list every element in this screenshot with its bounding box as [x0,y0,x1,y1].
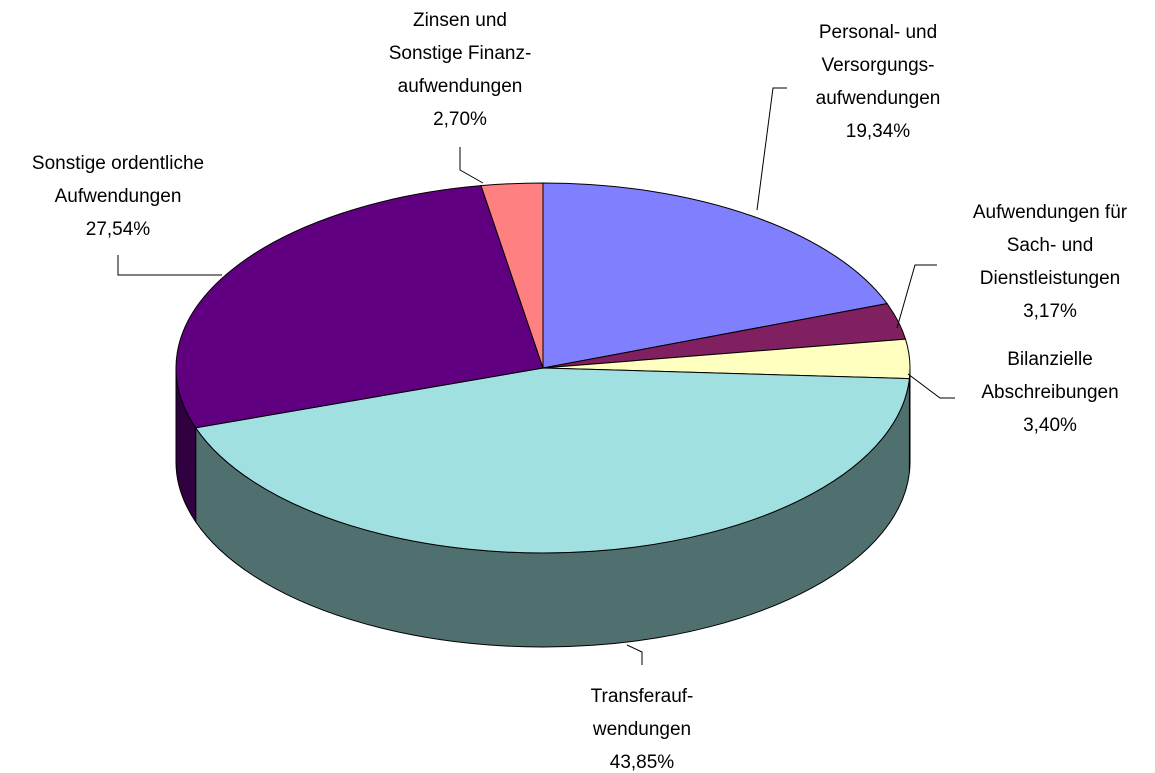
slice-label: Aufwendungen für Sach- und Dienstleistun… [920,196,1155,328]
leader-line [756,87,787,211]
value-label: 3,40% [1023,415,1077,436]
leader-line [459,147,484,184]
category-name: Sonstige ordentliche Aufwendungen [31,153,205,207]
leader-line [117,255,222,276]
slice [194,367,910,554]
category-name: Zinsen und Sonstige Finanz- aufwendungen [388,10,532,97]
category-name: Bilanzielle Abschreibungen [981,349,1119,403]
slice-label: Personal- und Versorgungs- aufwendungen 1… [748,16,1008,148]
category-name: Transferauf- wendungen [590,686,694,740]
category-name: Personal- und Versorgungs- aufwendungen [815,22,941,109]
slice-label: Sonstige ordentliche Aufwendungen 27,54% [0,147,248,246]
leader-line [626,644,643,665]
slice-label: Bilanzielle Abschreibungen 3,40% [920,343,1155,442]
value-label: 27,54% [85,219,151,240]
leader-line [896,264,937,329]
slice [480,182,544,369]
value-label: 3,17% [1023,301,1077,322]
value-label: 43,85% [609,752,675,773]
category-name: Aufwendungen für Sach- und Dienstleistun… [972,202,1128,289]
slice-label: Transferauf- wendungen 43,85% [512,680,772,773]
leader-line [907,373,955,399]
value-label: 2,70% [433,109,487,130]
slice [542,182,888,369]
value-label: 19,34% [845,121,911,142]
slice [175,185,544,429]
slice-label: Zinsen und Sonstige Finanz- aufwendungen… [330,4,590,136]
